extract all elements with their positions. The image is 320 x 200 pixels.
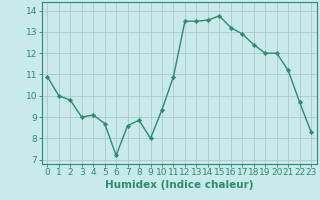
X-axis label: Humidex (Indice chaleur): Humidex (Indice chaleur) [105, 180, 253, 190]
